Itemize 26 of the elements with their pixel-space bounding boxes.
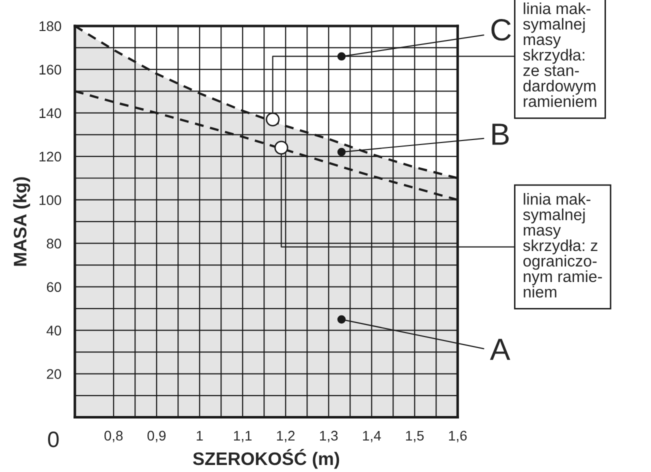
- annotation: linia mak- symalnej masy skrzydła: z ograniczo- nym ramie- niem: [523, 193, 602, 298]
- y-tick-label: 80: [46, 238, 62, 249]
- text: 0: [48, 432, 59, 448]
- x-tick-label: 0,8: [104, 430, 123, 442]
- y-tick-label: 60: [46, 282, 62, 292]
- x-tick-label: 1,1: [234, 430, 252, 442]
- y-tick-label: 20: [46, 369, 62, 379]
- y-tick-label: 100: [40, 195, 62, 206]
- x-tick-label: 1,6: [449, 430, 467, 442]
- x-tick-label: 1,3: [320, 430, 338, 442]
- y-tick-label: 40: [46, 326, 62, 336]
- y-tick-label: 140: [40, 108, 62, 118]
- x-axis-title: SZEROKOŚĆ (m): [193, 448, 340, 469]
- x-tick-label: 1: [196, 430, 203, 441]
- x-tick-label: 1,4: [363, 430, 381, 442]
- annotation: B: [492, 124, 509, 145]
- x-tick-label: 1,5: [406, 430, 424, 442]
- x-tick-label: 1,2: [277, 430, 295, 442]
- annotation: C: [491, 19, 511, 41]
- y-tick-label: 180: [40, 21, 62, 32]
- y-tick-label: 160: [40, 64, 62, 75]
- y-axis-title: MASA (kg): [13, 177, 30, 266]
- annotation: A: [490, 338, 510, 360]
- x-tick-label: 0,9: [147, 430, 166, 442]
- y-tick-label: 120: [40, 152, 62, 162]
- annotation: linia mak- symalnej masy skrzydła: ze stan- dardowym ramieniem: [523, 2, 596, 108]
